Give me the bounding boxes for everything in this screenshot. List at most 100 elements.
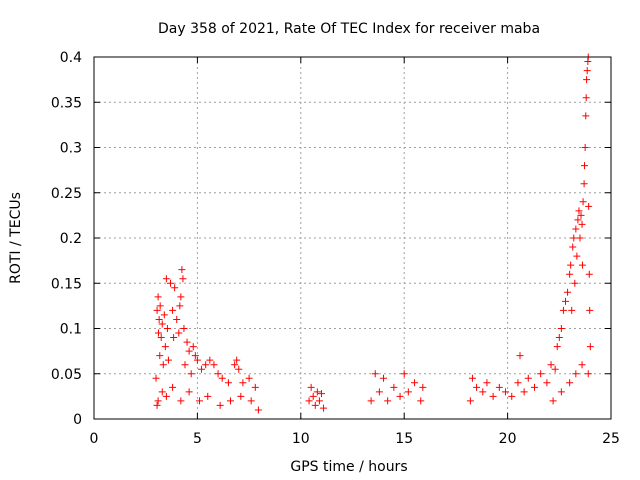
data-point [180,325,188,332]
data-point [586,306,594,314]
data-point [555,334,563,342]
data-point [562,297,570,305]
data-point [204,392,212,400]
data-point [581,144,589,151]
data-point [315,397,323,405]
data-point [575,207,583,215]
data-point [160,311,168,319]
data-point [585,202,593,210]
data-point [313,388,321,396]
y-axis-label: ROTI / TECUs [8,192,24,284]
data-point [553,343,561,351]
data-point [163,325,171,332]
data-point [156,352,164,360]
data-point [411,379,419,387]
data-point [171,284,179,292]
data-point [231,361,239,369]
data-point [179,275,187,283]
data-point [581,162,589,170]
data-point [239,379,247,387]
data-point [417,397,425,405]
data-point [367,397,375,405]
data-point [159,361,167,369]
data-point [177,293,185,301]
data-point [502,388,510,396]
data-point [154,397,162,405]
data-point [514,379,522,387]
data-point [578,220,586,228]
data-point [178,266,186,274]
data-point [162,392,170,400]
y-tick-label: 0.3 [60,141,82,157]
data-point [564,288,572,296]
data-point [516,352,524,360]
data-point [547,361,555,369]
data-point [254,406,262,414]
data-point [235,365,243,373]
data-point [175,329,183,337]
data-point [390,383,398,391]
data-point [530,383,538,391]
x-tick-label: 5 [193,431,202,447]
plot-frame [93,56,612,420]
y-tick-label: 0.4 [60,50,82,66]
data-point [557,325,565,332]
data-point [155,329,163,337]
data-point [549,397,557,405]
data-point [400,370,408,378]
data-point [187,370,195,378]
data-point [202,361,210,369]
x-tick-label: 10 [292,431,310,447]
data-point [198,365,206,373]
data-point [193,356,201,364]
data-point [396,392,404,400]
data-point [571,279,579,287]
data-point [570,234,578,242]
x-tick-label: 0 [90,431,99,447]
x-tick-label: 20 [499,431,517,447]
data-point [573,252,581,260]
data-point [307,383,315,391]
data-point [224,379,232,387]
data-point [181,361,189,369]
y-tick-label: 0 [73,412,82,428]
y-tick-label: 0.05 [51,367,82,383]
data-point [169,383,177,391]
data-point [161,343,169,351]
y-tick-label: 0.25 [51,186,82,202]
data-point [152,374,160,382]
data-point [173,315,181,323]
data-point [404,388,412,396]
data-point [582,94,590,102]
data-point [162,275,170,283]
x-tick-label: 25 [602,431,620,447]
data-point [551,365,559,373]
data-point [247,397,255,405]
data-point [183,338,191,346]
data-point [384,397,392,405]
data-point [483,379,491,387]
y-tick-label: 0.35 [51,95,82,111]
data-point [170,334,178,342]
data-point [206,356,214,364]
data-point [566,270,574,278]
data-point [191,352,199,360]
data-point [154,293,162,301]
data-point [584,370,592,378]
data-point [155,315,163,323]
data-point [567,261,575,269]
data-point [371,370,379,378]
data-point [580,180,588,188]
data-point [576,234,584,242]
data-point [583,67,591,75]
data-point [158,388,166,396]
data-point [233,356,241,364]
data-point [177,397,185,405]
data-point [508,392,516,400]
data-point [566,379,574,387]
data-point [543,379,551,387]
y-tick-label: 0.2 [60,231,82,247]
data-point [305,397,313,405]
data-point [578,261,586,269]
data-point [583,76,591,84]
